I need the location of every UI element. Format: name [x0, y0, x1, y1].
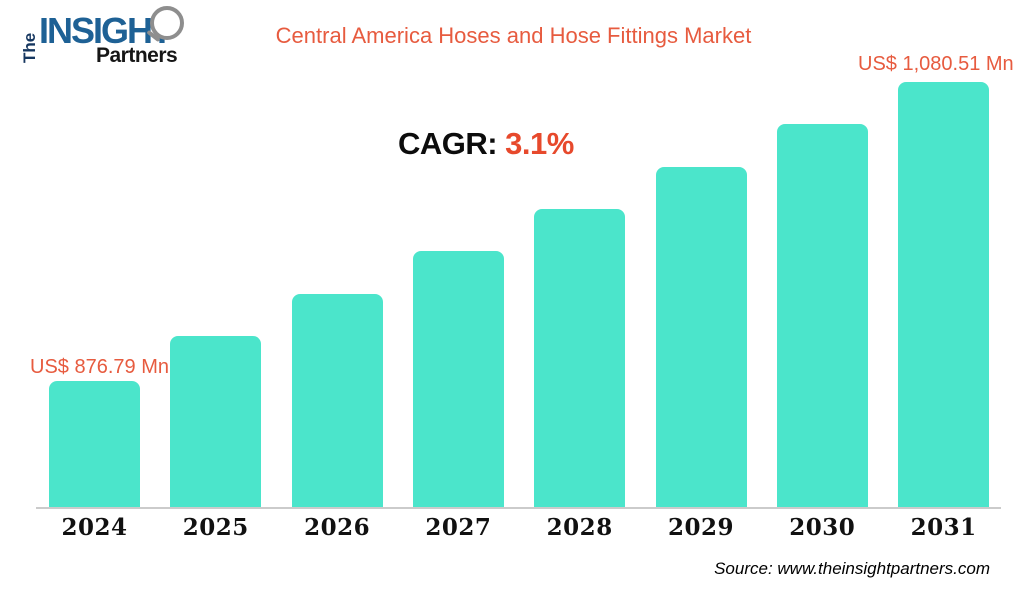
bar-2029 [655, 167, 747, 508]
bar-2030 [776, 124, 868, 508]
cagr-value: 3.1% [505, 126, 574, 161]
x-axis-label-2029: 2029 [667, 514, 735, 541]
x-axis-label-2025: 2025 [182, 514, 249, 541]
x-axis-label-2026: 2026 [304, 514, 371, 541]
x-axis-line [36, 507, 1001, 509]
bar-2028 [534, 209, 626, 508]
cagr-label: CAGR: [398, 126, 498, 161]
bar-2027 [412, 251, 504, 508]
value-label-2024: US$ 876.79 Mn [30, 356, 169, 378]
bar-2031 [898, 82, 990, 508]
x-axis-label-2028: 2028 [546, 514, 613, 541]
bar-2026 [291, 294, 383, 508]
value-label-2031: US$ 1,080.51 Mn [858, 53, 1014, 75]
bar-2025 [170, 336, 262, 508]
source-attribution: Source: www.theinsightpartners.com [714, 559, 990, 578]
insight-partners-logo: The INSIGHT Partners [18, 6, 194, 72]
x-axis-label-2030: 2030 [789, 514, 856, 541]
chart-title: Central America Hoses and Hose Fittings … [275, 23, 752, 48]
x-axis-label-2024: 2024 [61, 514, 128, 541]
logo-partners-text: Partners [96, 44, 178, 67]
x-axis-label-2027: 2027 [425, 514, 492, 541]
bar-2024 [49, 381, 140, 508]
x-axis-label-2031: 2031 [910, 514, 977, 541]
magnifier-icon [150, 6, 184, 40]
cagr-annotation: CAGR: 3.1% [398, 126, 574, 162]
